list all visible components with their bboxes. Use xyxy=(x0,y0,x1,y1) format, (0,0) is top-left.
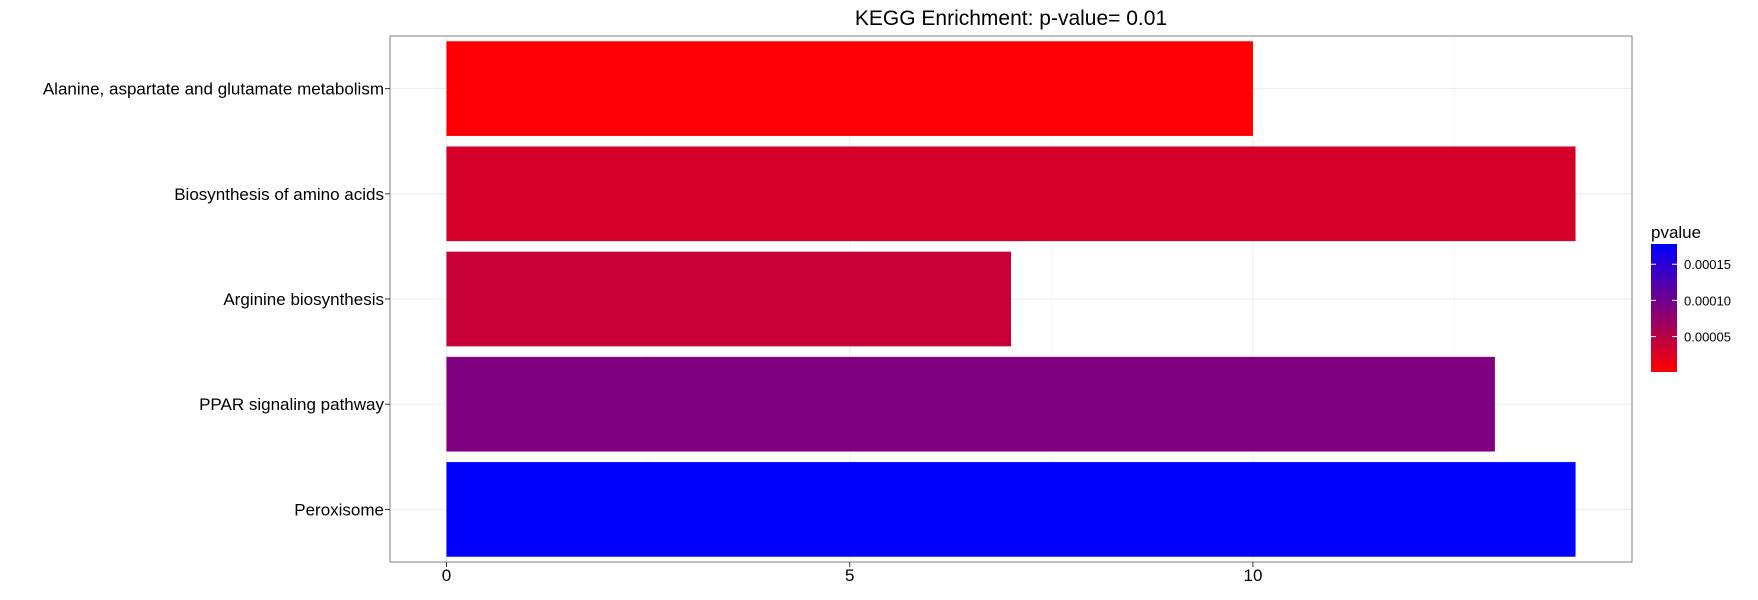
bars-layer xyxy=(446,41,1576,557)
legend-tick-label: 0.00015 xyxy=(1684,257,1731,272)
legend-tick-label: 0.00010 xyxy=(1684,293,1731,308)
category-label: Biosynthesis of amino acids xyxy=(174,185,384,204)
bar xyxy=(446,462,1576,557)
x-tick-label: 5 xyxy=(845,566,854,585)
legend-ticks: 0.00005 0.00010 0.00015 xyxy=(1651,257,1731,345)
bar xyxy=(446,251,1011,347)
category-label: Arginine biosynthesis xyxy=(223,290,384,309)
bar xyxy=(446,146,1576,242)
category-label: Alanine, aspartate and glutamate metabol… xyxy=(43,80,384,99)
chart-title: KEGG Enrichment: p-value= 0.01 xyxy=(855,7,1167,30)
legend-tick-label: 0.00005 xyxy=(1684,330,1731,345)
legend: pvalue 0.00005 0.00010 0.00015 xyxy=(1651,223,1731,372)
bar xyxy=(446,41,1253,136)
y-axis: Alanine, aspartate and glutamate metabol… xyxy=(43,80,390,519)
bar xyxy=(446,356,1495,452)
category-label: Peroxisome xyxy=(294,500,384,519)
legend-colorbar xyxy=(1651,244,1677,372)
legend-title: pvalue xyxy=(1651,223,1701,242)
x-tick-label: 10 xyxy=(1243,566,1262,585)
x-axis: 0 5 10 xyxy=(442,562,1262,585)
category-label: PPAR signaling pathway xyxy=(199,395,384,414)
x-tick-label: 0 xyxy=(442,566,451,585)
